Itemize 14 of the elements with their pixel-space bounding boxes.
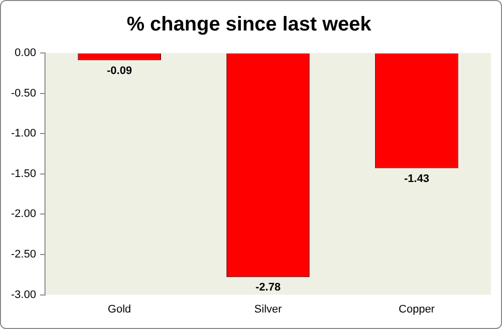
x-tick-label: Gold: [108, 303, 132, 316]
y-tick-label: -0.50: [10, 87, 36, 100]
data-label: -1.43: [404, 172, 430, 185]
data-label: -2.78: [255, 282, 281, 294]
y-tick-label: -1.00: [10, 128, 36, 140]
x-tick-label: Copper: [398, 303, 436, 316]
y-tick-label: 0.00: [14, 47, 36, 60]
data-label: -0.09: [106, 64, 132, 77]
y-tick-label: -2.50: [10, 248, 36, 261]
y-tick-label: -3.00: [10, 288, 36, 301]
x-tick-label: Silver: [254, 303, 282, 316]
y-tick-label: -2.00: [10, 208, 36, 220]
chart-title: % change since last week: [126, 14, 372, 36]
y-tick-label: -1.50: [10, 168, 36, 180]
